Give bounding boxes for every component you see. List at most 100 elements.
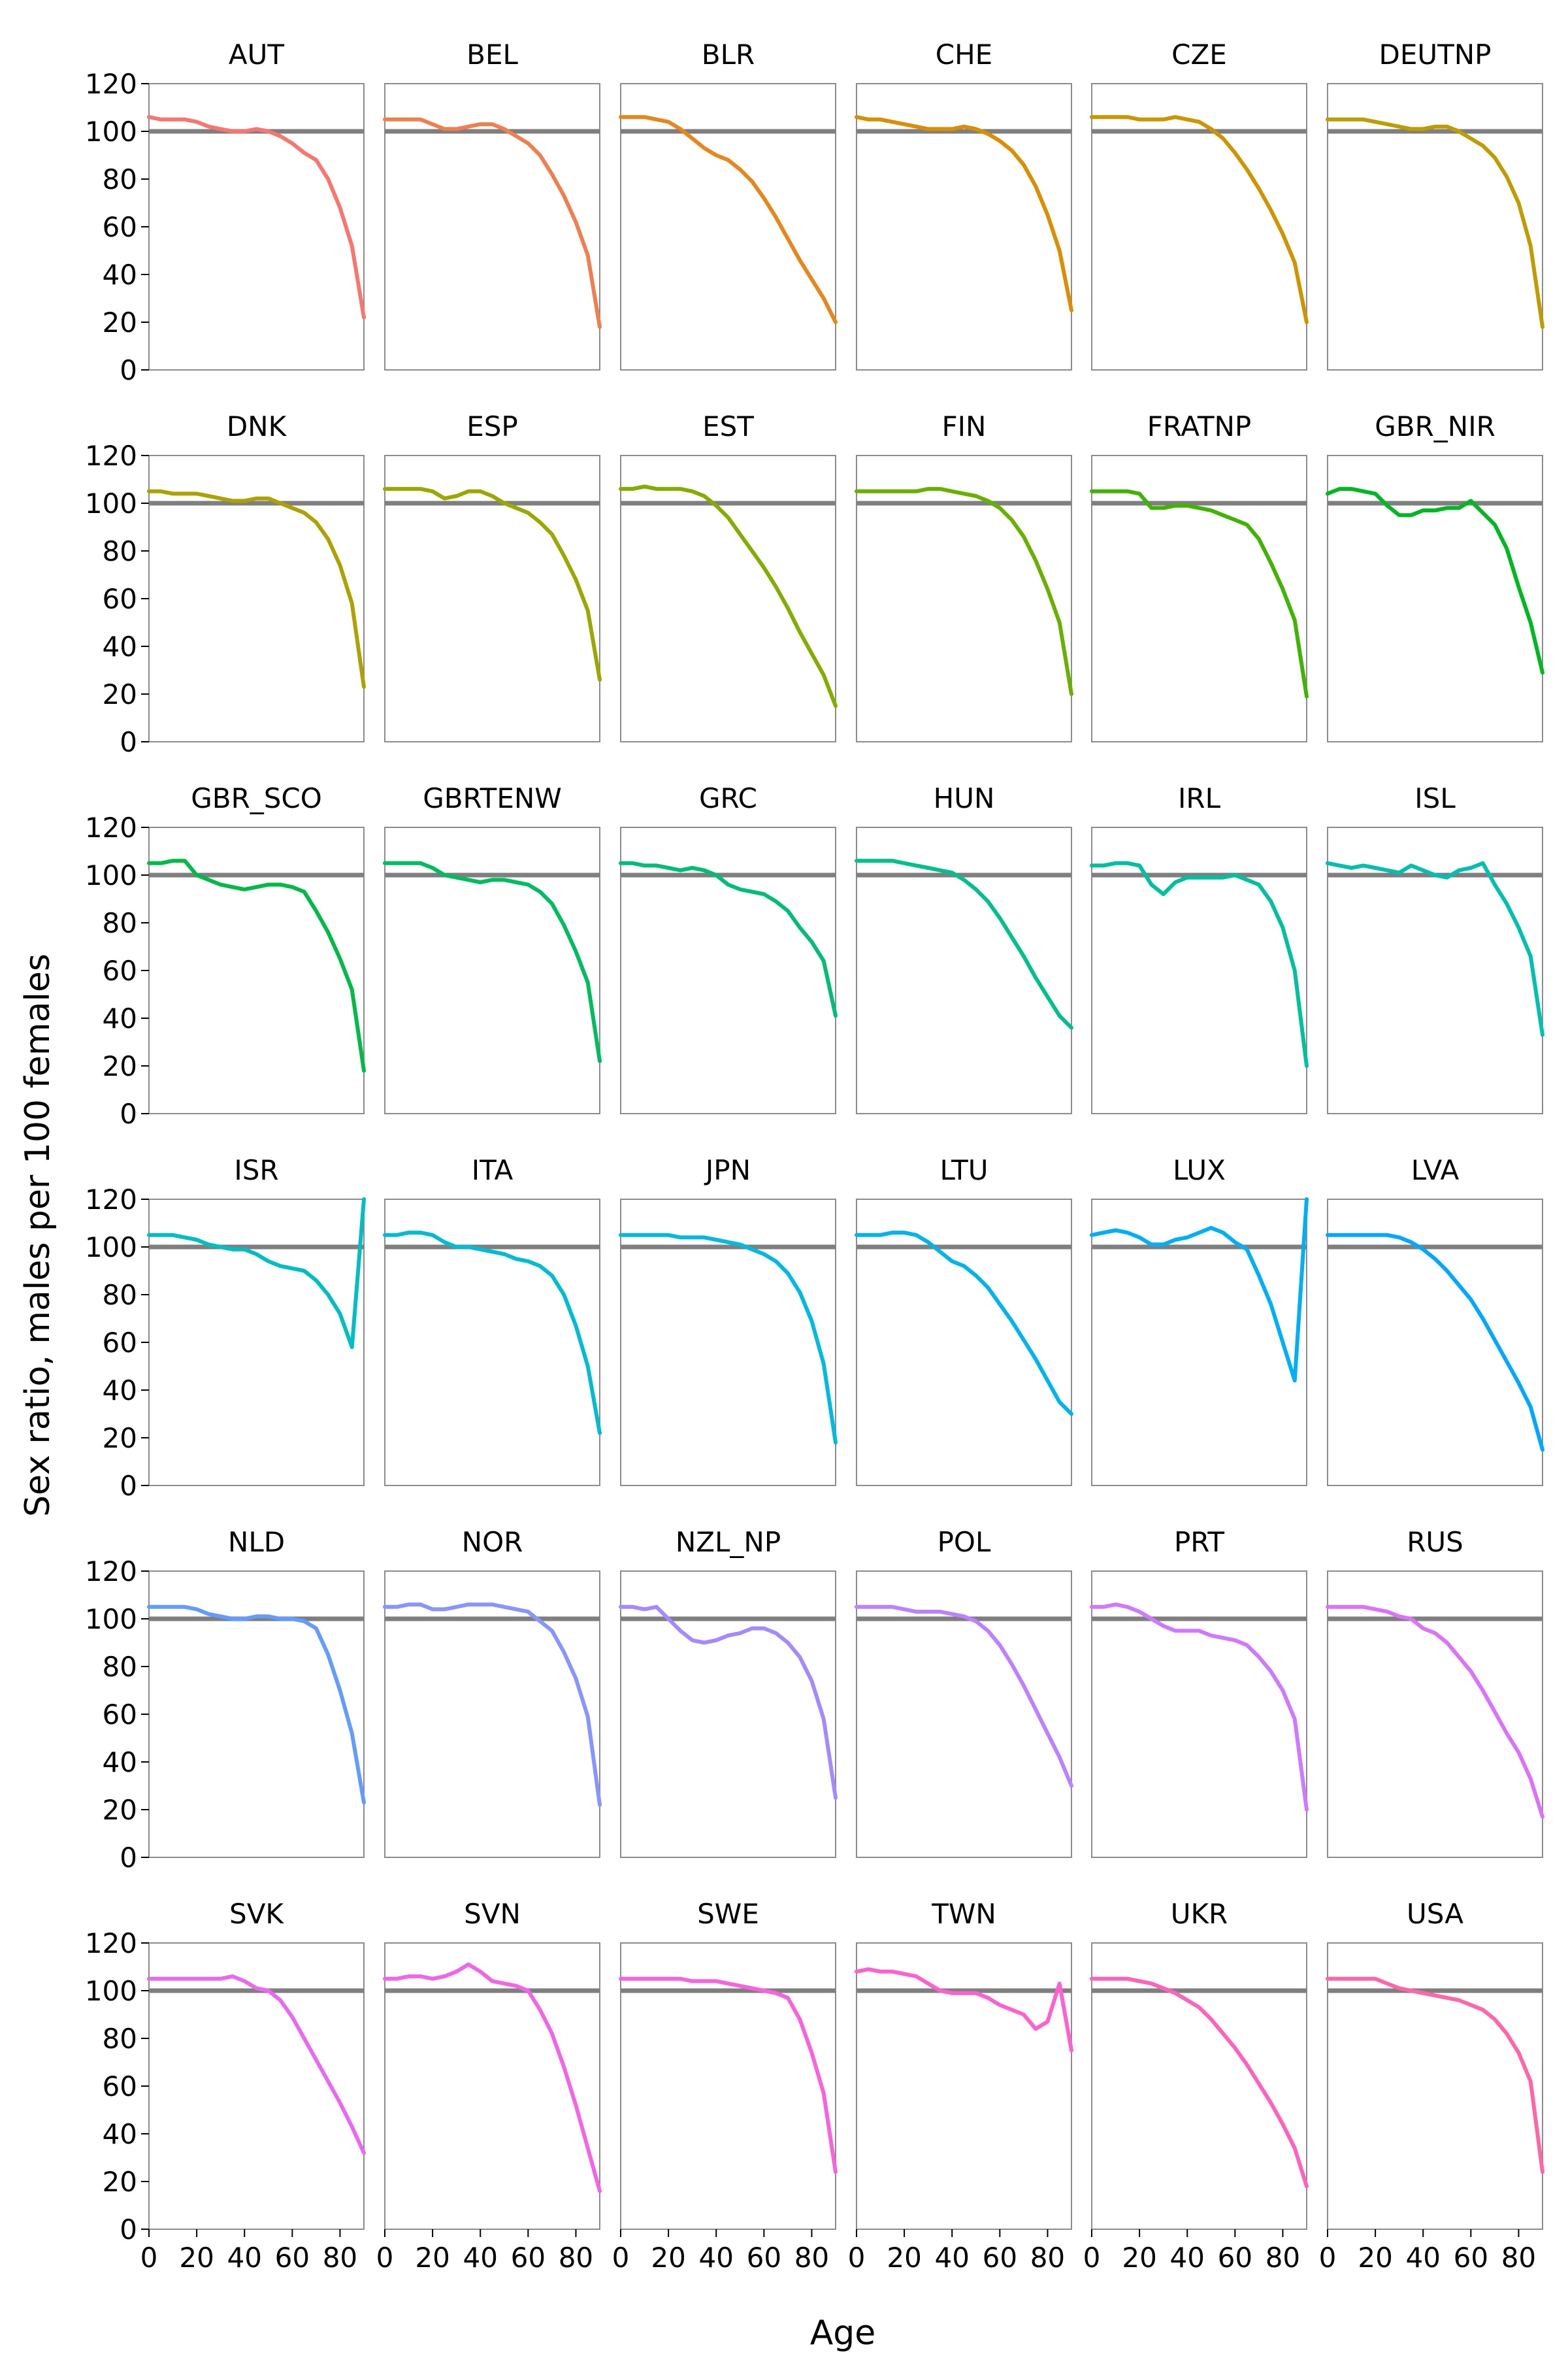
panel-title-est: EST: [702, 410, 754, 442]
panel-frame: [1091, 1570, 1307, 1858]
series-line-prt: [1090, 1602, 1309, 1812]
panel-frame: [384, 455, 600, 742]
panel-hun: HUN: [855, 782, 1073, 1114]
panel-frame: [384, 1942, 600, 2230]
panel-title-grc: GRC: [699, 782, 757, 814]
panel-title-twn: TWN: [931, 1898, 996, 1930]
panel-title-fratnp: FRATNP: [1147, 410, 1252, 442]
y-tick-label: 20: [103, 2166, 137, 2198]
panel-frame: [148, 827, 365, 1114]
panel-frame: [1327, 1199, 1543, 1486]
x-tick-label: 60: [511, 2242, 546, 2274]
panel-title-jpn: JPN: [704, 1154, 751, 1186]
panel-title-nor: NOR: [462, 1526, 523, 1558]
panel-deutnp: DEUTNP: [1326, 39, 1544, 371]
panel-title-fin: FIN: [942, 410, 987, 442]
panel-svk: SVK 0 20 40 60 80 100 120 0 20 40 60 80: [85, 1898, 366, 2274]
panel-frame: [1091, 83, 1307, 371]
series-line-est: [619, 484, 838, 708]
series-line-gbr_nir: [1326, 487, 1544, 675]
series-line-jpn: [619, 1233, 838, 1445]
panel-frame: [384, 1570, 600, 1858]
x-tick-label: 60: [1218, 2242, 1252, 2274]
series-line-ukr: [1090, 1976, 1309, 2189]
panel-title-cze: CZE: [1171, 39, 1227, 71]
panel-blr: BLR: [619, 39, 838, 371]
panel-nor: NOR: [383, 1526, 602, 1858]
series-line-gbrtenw: [383, 861, 602, 1063]
series-line-usa: [1326, 1976, 1544, 2174]
panel-cze: CZE: [1090, 39, 1309, 371]
panel-esp: ESP: [383, 410, 602, 742]
series-line-nzl_np: [619, 1604, 838, 1800]
panel-frame: [148, 83, 365, 371]
y-tick-label: 40: [103, 2118, 137, 2150]
panel-title-bel: BEL: [466, 39, 518, 71]
panel-aut: AUT 0 20 40 60 80 100 120: [85, 39, 366, 386]
y-tick-label: 0: [120, 726, 137, 758]
panel-frame: [1091, 1942, 1307, 2230]
x-tick-label: 40: [227, 2242, 261, 2274]
panel-pol: POL: [855, 1526, 1073, 1858]
y-tick-label: 120: [85, 1927, 137, 1959]
panel-usa: USA 0 20 40 60 80: [1319, 1898, 1544, 2274]
y-tick-label: 60: [103, 1699, 137, 1731]
x-tick-label: 0: [140, 2242, 158, 2274]
panel-nzl_np: NZL_NP: [619, 1526, 838, 1858]
panel-prt: PRT: [1090, 1526, 1309, 1858]
x-tick-label: 60: [747, 2242, 781, 2274]
y-tick-label: 100: [85, 1975, 137, 2007]
panel-isr: ISR 0 20 40 60 80 100 120: [85, 1154, 366, 1502]
y-tick-label: 100: [85, 1231, 137, 1263]
panel-title-ukr: UKR: [1171, 1898, 1228, 1930]
panel-frame: [1327, 1570, 1543, 1858]
series-line-gbr_sco: [147, 859, 366, 1073]
panel-title-prt: PRT: [1174, 1526, 1224, 1558]
x-tick-label: 20: [887, 2242, 921, 2274]
panel-frame: [856, 1199, 1072, 1486]
panel-fin: FIN: [855, 410, 1073, 742]
panel-title-irl: IRL: [1178, 782, 1221, 814]
x-tick-label: 20: [415, 2242, 449, 2274]
panel-ltu: LTU: [855, 1154, 1073, 1486]
panel-twn: TWN 0 20 40 60 80: [848, 1898, 1073, 2274]
y-tick-label: 120: [85, 1555, 137, 1587]
panel-lva: LVA: [1326, 1154, 1544, 1486]
panel-title-gbr_nir: GBR_NIR: [1375, 410, 1495, 442]
y-tick-label: 20: [103, 1794, 137, 1826]
panel-frame: [856, 1942, 1072, 2230]
panel-fratnp: FRATNP: [1090, 410, 1309, 742]
panel-title-ita: ITA: [472, 1154, 514, 1186]
panel-gbr_nir: GBR_NIR: [1326, 410, 1544, 742]
panel-title-che: CHE: [936, 39, 992, 71]
panel-title-ltu: LTU: [939, 1154, 988, 1186]
panel-title-gbr_sco: GBR_SCO: [191, 782, 322, 814]
panel-title-svn: SVN: [464, 1898, 521, 1930]
y-tick-label: 60: [103, 955, 137, 987]
y-tick-label: 120: [85, 1184, 137, 1216]
series-line-fratnp: [1090, 489, 1309, 699]
series-line-swe: [619, 1976, 838, 2174]
y-tick-label: 120: [85, 812, 137, 844]
panel-ita: ITA: [383, 1154, 602, 1486]
series-line-cze: [1090, 115, 1309, 324]
x-tick-label: 20: [651, 2242, 685, 2274]
panel-title-rus: RUS: [1407, 1526, 1463, 1558]
panel-frame: [856, 83, 1072, 371]
panel-frame: [856, 455, 1072, 742]
series-line-nld: [147, 1604, 366, 1805]
panel-title-usa: USA: [1407, 1898, 1463, 1930]
panel-frame: [856, 1570, 1072, 1858]
y-tick-label: 40: [103, 259, 137, 291]
y-tick-label: 20: [103, 307, 137, 339]
y-tick-label: 40: [103, 1003, 137, 1035]
x-tick-label: 80: [323, 2242, 357, 2274]
panel-che: CHE: [855, 39, 1073, 371]
panel-title-isl: ISL: [1414, 782, 1456, 814]
series-line-blr: [619, 115, 838, 324]
panel-lux: LUX: [1090, 1154, 1309, 1486]
panel-frame: [1091, 1199, 1307, 1486]
y-tick-label: 60: [103, 211, 137, 243]
y-tick-label: 60: [103, 583, 137, 615]
